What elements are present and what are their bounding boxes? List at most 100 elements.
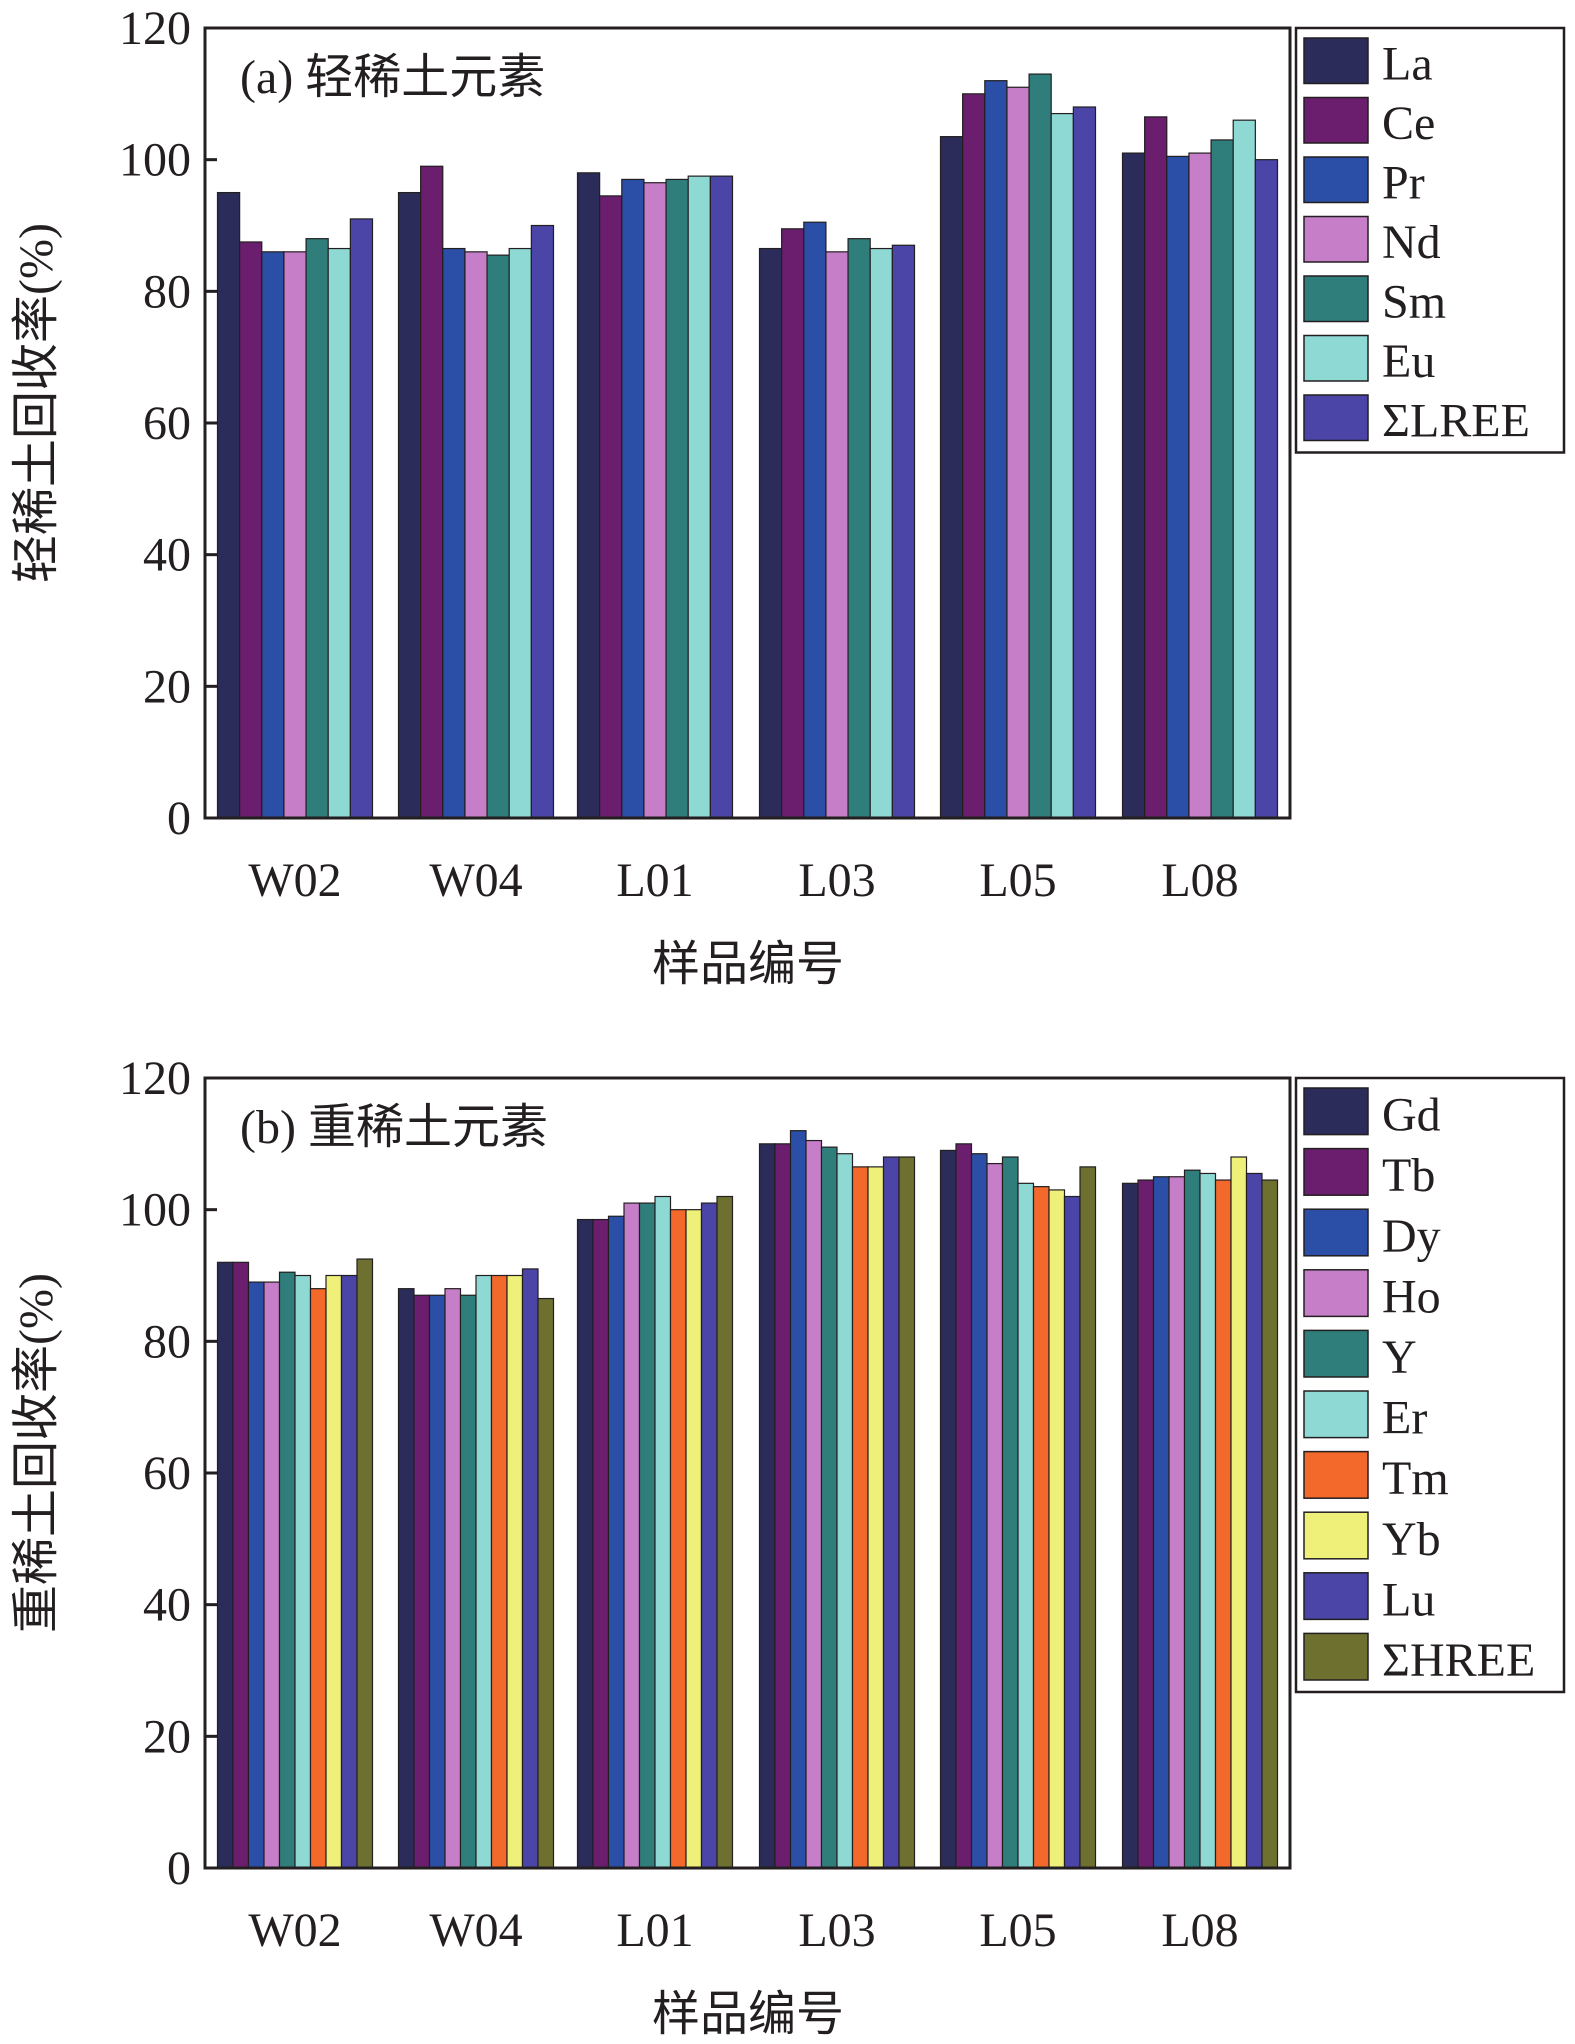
bar-Tm-L03 [851, 1166, 869, 1869]
y-tick-label: 80 [143, 265, 191, 318]
bar-Pr-L08 [1166, 155, 1190, 819]
bar-Ce-W04 [420, 165, 444, 819]
bar-Eu-L01 [687, 175, 711, 819]
legend-swatch-Gd [1303, 1087, 1369, 1136]
bar-Pr-L05 [984, 80, 1008, 819]
bar-Y-L05 [1001, 1156, 1019, 1869]
x-tick-label: L05 [979, 854, 1056, 907]
bar-Gd-W04 [397, 1288, 415, 1869]
bar-Nd-W04 [464, 251, 488, 819]
bar-Tb-L03 [774, 1143, 792, 1869]
bar-Lu-L01 [700, 1202, 718, 1869]
bar-Gd-L05 [939, 1149, 957, 1869]
bar-Yb-L05 [1048, 1189, 1066, 1869]
y-tick-label: 60 [143, 1447, 191, 1500]
x-tick-label: L08 [1161, 1904, 1238, 1957]
legend-swatch-Eu [1303, 334, 1369, 382]
bar-Nd-L01 [643, 182, 667, 819]
bar-Ce-L08 [1144, 116, 1168, 819]
x-tick-label: W04 [429, 854, 522, 907]
legend-label-ΣHREE: ΣHREE [1382, 1634, 1535, 1687]
legend-swatch-Lu [1303, 1572, 1369, 1621]
bar-La-L05 [939, 136, 964, 819]
bar-Nd-W02 [283, 251, 307, 819]
bar-Tm-L01 [669, 1209, 687, 1869]
bar-Lu-W04 [521, 1268, 539, 1869]
bar-Dy-L01 [607, 1215, 625, 1869]
bar-Er-W04 [475, 1274, 493, 1869]
bar-Yb-W02 [325, 1274, 343, 1869]
legend-swatch-Ce [1303, 96, 1369, 144]
bar-Tb-L05 [955, 1143, 973, 1869]
bar-Ce-L05 [962, 93, 986, 819]
legend-label-Pr: Pr [1382, 157, 1425, 210]
bar-Tm-L08 [1214, 1179, 1232, 1869]
y-tick-label: 100 [119, 134, 191, 187]
legend-swatch-ΣLREE [1303, 394, 1369, 442]
bar-Dy-L05 [970, 1153, 988, 1869]
bar-ΣLREE-W04 [530, 224, 555, 819]
bar-Sm-L08 [1210, 139, 1234, 819]
legend-label-Yb: Yb [1382, 1513, 1441, 1566]
legend-swatch-Er [1303, 1390, 1369, 1439]
bar-Ho-W04 [444, 1288, 462, 1869]
x-tick-label: L01 [616, 1904, 693, 1957]
legend-swatch-Pr [1303, 156, 1369, 204]
x-tick-label: L08 [1161, 854, 1238, 907]
y-tick-label: 120 [119, 1052, 191, 1105]
bar-ΣHREE-W02 [356, 1258, 374, 1869]
bar-Er-L01 [654, 1195, 672, 1869]
bar-ΣHREE-W04 [537, 1297, 555, 1869]
y-tick-label: 80 [143, 1315, 191, 1368]
legend-swatch-Sm [1303, 275, 1369, 323]
legend-label-Nd: Nd [1382, 216, 1441, 269]
bar-Nd-L03 [825, 251, 849, 819]
y-axis-title: 轻稀土回收率(%) [10, 223, 63, 583]
bar-Er-L05 [1017, 1182, 1035, 1869]
y-tick-label: 20 [143, 660, 191, 713]
y-tick-label: 120 [119, 2, 191, 55]
bar-ΣLREE-L01 [709, 175, 734, 819]
bar-Tm-W02 [309, 1288, 327, 1869]
bar-ΣHREE-L01 [716, 1195, 734, 1869]
bar-Tb-W04 [413, 1294, 431, 1869]
legend-label-Sm: Sm [1382, 276, 1446, 329]
bar-Sm-L01 [665, 178, 689, 819]
legend-label-Lu: Lu [1382, 1573, 1435, 1626]
bar-La-L08 [1121, 152, 1146, 819]
bar-Nd-L05 [1006, 86, 1030, 819]
bar-Eu-W02 [327, 247, 351, 819]
x-tick-label: L01 [616, 854, 693, 907]
y-tick-label: 60 [143, 397, 191, 450]
x-axis-title: 样品编号 [652, 1988, 844, 2041]
chart-panel-b: 0 20 40 60 80 100 120 W02 W04 L01 L03 L05 L08 样品编号 重稀土… [10, 1052, 1566, 2041]
panel-title: (a) 轻稀土元素 [240, 51, 545, 104]
legend-label-Y: Y [1382, 1331, 1417, 1384]
bar-ΣLREE-L03 [891, 244, 916, 819]
y-tick-label: 0 [167, 792, 191, 845]
bar-Tm-W04 [490, 1274, 508, 1869]
bar-Ho-W02 [263, 1281, 281, 1869]
legend-label-Er: Er [1382, 1392, 1427, 1445]
bar-Y-L01 [638, 1202, 656, 1869]
bar-La-W02 [216, 191, 241, 819]
x-tick-label: L03 [798, 854, 875, 907]
y-tick-label: 40 [143, 529, 191, 582]
bar-Yb-W04 [506, 1274, 524, 1869]
x-tick-label: W02 [248, 1904, 341, 1957]
bar-Ce-L01 [599, 195, 623, 819]
bar-Sm-W04 [486, 254, 510, 819]
bar-Eu-L03 [869, 247, 893, 819]
bar-Dy-L08 [1152, 1176, 1170, 1869]
bar-Ce-L03 [781, 228, 805, 819]
y-axis-title: 重稀土回收率(%) [10, 1273, 63, 1633]
bar-Eu-W04 [508, 247, 532, 819]
legend-label-ΣLREE: ΣLREE [1382, 395, 1530, 448]
y-tick-label: 100 [119, 1184, 191, 1237]
chart-panel-a: 0 20 40 60 80 100 120 W02 W04 L01 L03 L05 L08 样品编号 轻稀土… [10, 2, 1566, 991]
bar-Dy-W04 [428, 1294, 446, 1869]
bar-Ho-L08 [1168, 1176, 1186, 1869]
bar-ΣLREE-L05 [1072, 106, 1097, 819]
bar-Dy-W02 [247, 1281, 265, 1869]
bar-Pr-L03 [803, 221, 827, 819]
